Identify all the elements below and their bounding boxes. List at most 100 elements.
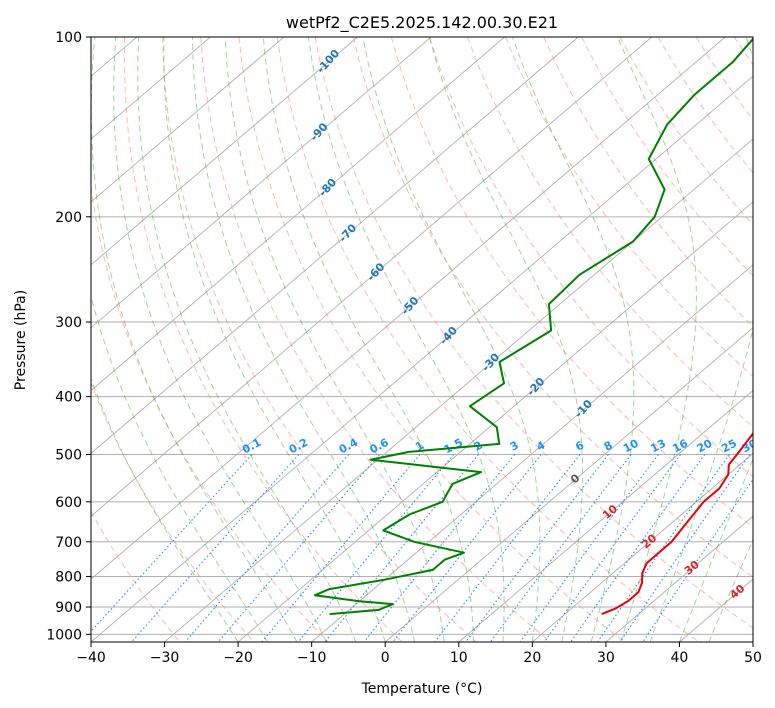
dry-adiabat-line (91, 182, 329, 642)
dry-adiabat-label: -70 (336, 221, 359, 245)
moist-adiabat-line (708, 538, 753, 642)
dry-adiabat-line (467, 37, 753, 428)
moist-adiabat-line (192, 37, 416, 642)
moist-adiabat-line (512, 37, 635, 642)
isotherm-line (91, 37, 432, 329)
dry-adiabat-line (390, 37, 753, 528)
mixing-ratio-line (392, 454, 542, 642)
dry-adiabat-label: -90 (308, 120, 331, 144)
y-axis-label: Pressure (hPa) (13, 290, 29, 390)
moist-adiabat-line (678, 457, 753, 642)
temperature-trace (601, 431, 753, 616)
isotherm-line (91, 37, 211, 140)
dry-adiabat-line (695, 37, 753, 121)
x-tick-label: 40 (671, 650, 689, 666)
mixing-ratio-label: 1.5 (442, 436, 465, 457)
y-tick-label: 900 (55, 600, 82, 616)
mixing-ratio-label: 6 (573, 438, 586, 453)
mixing-ratio-line (297, 454, 455, 642)
mixing-ratio-label: 20 (695, 437, 715, 456)
dry-adiabat-label: -10 (572, 397, 595, 421)
x-tick-label: 10 (450, 650, 468, 666)
moist-adiabat-line (91, 37, 298, 642)
mixing-ratio-line (324, 454, 479, 642)
background-lines (0, 37, 753, 642)
mixing-ratio-line (543, 454, 681, 642)
x-tick-label: 30 (597, 650, 615, 666)
dry-adiabat-label: -50 (399, 294, 422, 318)
mixing-ratio-label: 36 (761, 437, 775, 456)
dry-adiabat-line (314, 37, 753, 629)
x-tick-label: −30 (150, 650, 180, 666)
isotherm-line (605, 515, 753, 642)
mixing-ratio-label: 4 (534, 438, 547, 453)
y-tick-label: 300 (55, 315, 82, 331)
y-tick-label: 1000 (46, 627, 82, 643)
mixing-ratio-line (490, 454, 632, 642)
x-axis-label: Temperature (°C) (361, 681, 483, 697)
mixing-ratio-label: 10 (621, 437, 641, 456)
isotherm-line (91, 37, 358, 266)
isotherm-line (91, 37, 579, 454)
dry-adiabat-line (91, 381, 255, 642)
dry-adiabat-line (428, 37, 753, 478)
x-tick-label: 50 (744, 650, 762, 666)
mixing-ratio-line (261, 454, 421, 642)
mixing-ratio-line (131, 454, 300, 642)
isotherm-line (311, 264, 753, 642)
y-tick-label: 700 (55, 535, 82, 551)
isotherm-line (91, 37, 285, 203)
mixing-ratio-label: 0.1 (240, 436, 263, 457)
mixing-ratio-line (642, 478, 753, 642)
isotherm-line (752, 641, 753, 642)
y-tick-label: 800 (55, 569, 82, 585)
dewpoint-trace (313, 37, 753, 616)
moist-adiabat-line (163, 37, 386, 642)
dry-adiabat-line (619, 37, 753, 226)
moist-adiabat-line (428, 37, 583, 642)
mixing-ratio-label: 0.2 (287, 436, 310, 457)
isotherm-line (0, 37, 63, 642)
isotherm-line (91, 37, 726, 580)
moist-adiabat-line (91, 377, 239, 642)
y-tick-label: 200 (55, 210, 82, 226)
moist-adiabat-line (362, 37, 541, 642)
y-tick-label: 100 (55, 30, 82, 46)
mixing-ratio-label: 25 (719, 437, 739, 456)
isotherm-line (91, 37, 505, 392)
mixing-ratio-line (619, 454, 751, 642)
moist-adiabat-line (307, 37, 505, 642)
x-tick-label: 20 (523, 650, 541, 666)
isotherm-line (458, 389, 753, 642)
x-tick-label: −10 (297, 650, 327, 666)
isotherm-line (164, 138, 753, 642)
mixing-ratio-label: 3 (508, 439, 521, 454)
moist-adiabat-line (262, 37, 474, 642)
dry-adiabat-line (238, 37, 626, 642)
moist-adiabat-line (91, 294, 268, 642)
isotherm-line (384, 327, 753, 642)
plot-frame (90, 36, 754, 643)
moist-adiabat-line (224, 37, 445, 642)
dry-adiabat-line (200, 37, 551, 642)
moist-adiabat-line (649, 37, 753, 642)
dry-adiabat-line (733, 37, 753, 66)
moist-adiabat-line (113, 37, 327, 642)
dry-adiabat-line (581, 37, 753, 277)
profile-traces (313, 37, 753, 616)
mixing-ratio-label: 16 (670, 437, 690, 456)
mixing-ratio-label: 30 (740, 437, 760, 456)
mixing-ratio-label: 0.6 (368, 436, 392, 457)
chart-title: wetPf2_C2E5.2025.142.00.30.E21 (286, 13, 558, 33)
dry-adiabat-line (162, 37, 477, 642)
dry-adiabat-label: -20 (525, 375, 548, 399)
mixing-ratio-line (519, 454, 659, 642)
dry-adiabat-line (352, 37, 753, 578)
mixing-ratio-line (570, 454, 706, 642)
x-tick-label: −20 (223, 650, 253, 666)
y-tick-label: 500 (55, 448, 82, 464)
dry-adiabat-label: -60 (364, 260, 387, 284)
isotherm-line (91, 75, 753, 642)
axis-ticks: −40 −30 −20 −10 0 10 20 30 40 5010020030040050060… (46, 30, 762, 666)
